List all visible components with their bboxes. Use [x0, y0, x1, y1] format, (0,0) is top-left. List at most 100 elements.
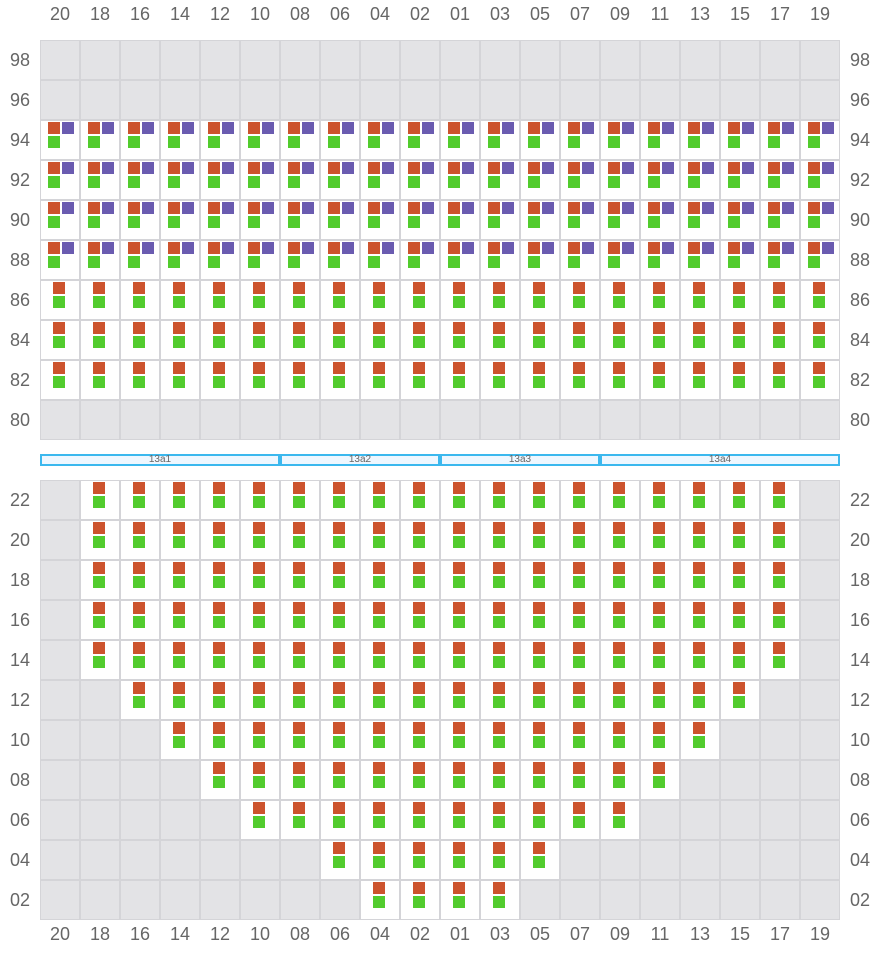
- seat-cell[interactable]: [600, 320, 640, 360]
- seat-cell[interactable]: [320, 560, 360, 600]
- seat-cell[interactable]: [440, 280, 480, 320]
- seat-cell[interactable]: [160, 560, 200, 600]
- seat-cell[interactable]: [400, 360, 440, 400]
- seat-cell[interactable]: [440, 480, 480, 520]
- seat-cell[interactable]: [720, 600, 760, 640]
- seat-cell[interactable]: [440, 840, 480, 880]
- seat-cell[interactable]: [120, 600, 160, 640]
- seat-cell[interactable]: [360, 560, 400, 600]
- seat-cell[interactable]: [400, 160, 440, 200]
- seat-cell[interactable]: [440, 640, 480, 680]
- seat-cell[interactable]: [440, 800, 480, 840]
- seat-cell[interactable]: [280, 560, 320, 600]
- seat-cell[interactable]: [120, 480, 160, 520]
- seat-cell[interactable]: [680, 680, 720, 720]
- seat-cell[interactable]: [240, 680, 280, 720]
- seat-cell[interactable]: [440, 200, 480, 240]
- seat-cell[interactable]: [720, 520, 760, 560]
- seat-cell[interactable]: [800, 200, 840, 240]
- seat-cell[interactable]: [600, 560, 640, 600]
- seat-cell[interactable]: [640, 280, 680, 320]
- seat-cell[interactable]: [320, 280, 360, 320]
- seat-cell[interactable]: [520, 200, 560, 240]
- seat-cell[interactable]: [120, 120, 160, 160]
- seat-cell[interactable]: [400, 280, 440, 320]
- seat-cell[interactable]: [440, 760, 480, 800]
- seat-cell[interactable]: [680, 720, 720, 760]
- seat-cell[interactable]: [160, 280, 200, 320]
- seat-cell[interactable]: [320, 120, 360, 160]
- seat-cell[interactable]: [600, 800, 640, 840]
- seat-cell[interactable]: [680, 560, 720, 600]
- seat-cell[interactable]: [640, 520, 680, 560]
- seat-cell[interactable]: [480, 680, 520, 720]
- seat-cell[interactable]: [680, 520, 720, 560]
- seat-cell[interactable]: [240, 800, 280, 840]
- seat-cell[interactable]: [240, 120, 280, 160]
- seat-cell[interactable]: [160, 720, 200, 760]
- seat-cell[interactable]: [560, 520, 600, 560]
- seat-cell[interactable]: [200, 240, 240, 280]
- seat-cell[interactable]: [360, 880, 400, 920]
- seat-cell[interactable]: [480, 320, 520, 360]
- seat-cell[interactable]: [640, 200, 680, 240]
- seat-cell[interactable]: [200, 160, 240, 200]
- seat-cell[interactable]: [160, 160, 200, 200]
- seat-cell[interactable]: [600, 240, 640, 280]
- seat-cell[interactable]: [320, 600, 360, 640]
- seat-cell[interactable]: [400, 680, 440, 720]
- seat-cell[interactable]: [160, 360, 200, 400]
- seat-cell[interactable]: [560, 600, 600, 640]
- seat-cell[interactable]: [760, 320, 800, 360]
- seat-cell[interactable]: [280, 720, 320, 760]
- seat-cell[interactable]: [600, 680, 640, 720]
- seat-cell[interactable]: [760, 600, 800, 640]
- seat-cell[interactable]: [640, 160, 680, 200]
- seat-cell[interactable]: [520, 240, 560, 280]
- seat-cell[interactable]: [800, 320, 840, 360]
- seat-cell[interactable]: [400, 800, 440, 840]
- seat-cell[interactable]: [400, 560, 440, 600]
- seat-cell[interactable]: [240, 360, 280, 400]
- seat-cell[interactable]: [600, 480, 640, 520]
- seat-cell[interactable]: [640, 560, 680, 600]
- seat-cell[interactable]: [760, 520, 800, 560]
- seat-cell[interactable]: [160, 200, 200, 240]
- seat-cell[interactable]: [440, 560, 480, 600]
- seat-cell[interactable]: [360, 280, 400, 320]
- seat-cell[interactable]: [240, 720, 280, 760]
- seat-cell[interactable]: [560, 360, 600, 400]
- seat-cell[interactable]: [440, 360, 480, 400]
- seat-cell[interactable]: [200, 520, 240, 560]
- seat-cell[interactable]: [280, 320, 320, 360]
- seat-cell[interactable]: [320, 720, 360, 760]
- seat-cell[interactable]: [520, 480, 560, 520]
- seat-cell[interactable]: [200, 200, 240, 240]
- seat-cell[interactable]: [80, 480, 120, 520]
- seat-cell[interactable]: [800, 280, 840, 320]
- seat-cell[interactable]: [240, 640, 280, 680]
- seat-cell[interactable]: [440, 240, 480, 280]
- seat-cell[interactable]: [680, 160, 720, 200]
- seat-cell[interactable]: [600, 200, 640, 240]
- seat-cell[interactable]: [760, 360, 800, 400]
- seat-cell[interactable]: [240, 560, 280, 600]
- seat-cell[interactable]: [80, 120, 120, 160]
- seat-cell[interactable]: [600, 120, 640, 160]
- seat-cell[interactable]: [440, 320, 480, 360]
- seat-cell[interactable]: [440, 600, 480, 640]
- seat-cell[interactable]: [560, 760, 600, 800]
- seat-cell[interactable]: [120, 680, 160, 720]
- seat-cell[interactable]: [120, 200, 160, 240]
- seat-cell[interactable]: [760, 200, 800, 240]
- seat-cell[interactable]: [800, 360, 840, 400]
- seat-cell[interactable]: [40, 160, 80, 200]
- seat-cell[interactable]: [640, 360, 680, 400]
- seat-cell[interactable]: [480, 280, 520, 320]
- seat-cell[interactable]: [440, 880, 480, 920]
- seat-cell[interactable]: [320, 840, 360, 880]
- seat-cell[interactable]: [280, 360, 320, 400]
- seat-cell[interactable]: [560, 160, 600, 200]
- seat-cell[interactable]: [400, 520, 440, 560]
- seat-cell[interactable]: [760, 120, 800, 160]
